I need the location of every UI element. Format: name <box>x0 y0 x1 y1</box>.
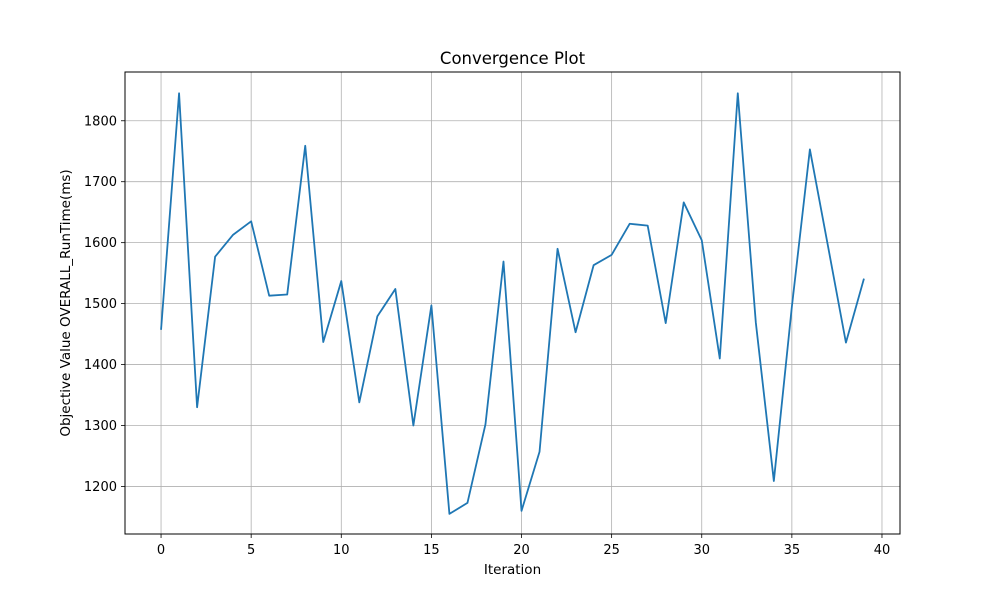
chart-title: Convergence Plot <box>440 49 586 68</box>
y-tick-label: 1600 <box>84 236 117 251</box>
x-tick-label: 25 <box>603 543 620 558</box>
x-tick-label: 15 <box>423 543 440 558</box>
y-tick-label: 1200 <box>84 480 117 495</box>
x-tick-label: 35 <box>784 543 801 558</box>
y-tick-label: 1800 <box>84 114 117 129</box>
y-tick-label: 1400 <box>84 358 117 373</box>
x-tick-label: 10 <box>333 543 350 558</box>
x-axis-label: Iteration <box>484 562 541 578</box>
y-tick-label: 1700 <box>84 175 117 190</box>
x-tick-label: 20 <box>513 543 530 558</box>
y-axis-label: Objective Value OVERALL_RunTime(ms) <box>58 169 74 436</box>
x-tick-label: 30 <box>693 543 710 558</box>
x-tick-label: 5 <box>247 543 255 558</box>
series-line <box>160 92 865 515</box>
x-tick-label: 40 <box>874 543 891 558</box>
grid <box>125 72 900 534</box>
x-tick-label: 0 <box>157 543 165 558</box>
y-tick-label: 1300 <box>84 419 117 434</box>
y-tick-label: 1500 <box>84 297 117 312</box>
plot-frame <box>124 71 901 535</box>
series-layer <box>160 92 865 515</box>
axis-ticks: 0 5 10 15 20 25 30 35 40 1200 1300 1400 1500 1600 1700… <box>84 114 890 558</box>
